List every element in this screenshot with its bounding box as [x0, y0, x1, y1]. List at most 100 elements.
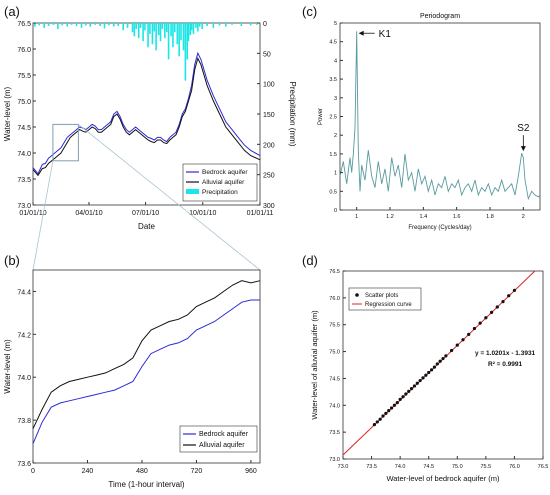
x-tick-label-d: 74.0 [395, 464, 406, 470]
alluvial-line-a [32, 57, 261, 177]
y-tick-label-d: 74.0 [329, 403, 340, 409]
y-tick-label-d: 75.5 [329, 323, 340, 329]
scatter-point [449, 348, 454, 353]
y-tick-label-a: 75.0 [17, 99, 31, 106]
scatter-point [432, 365, 437, 369]
x-axis-label-b: Time (1-hour interval) [108, 480, 185, 489]
x-tick-label-b: 240 [82, 468, 94, 475]
scatter-point [438, 359, 442, 363]
legend-label-regression: Regression curve [365, 302, 412, 308]
panel-d-label: (d) [302, 253, 318, 268]
legend-label-precip-a: Precipitation [202, 189, 238, 196]
legend-label-scatter: Scatter plots [365, 293, 398, 299]
x-tick-label-d: 76.5 [538, 464, 549, 470]
y-tick-label-b: 74.4 [17, 289, 31, 296]
scatter-point [424, 373, 428, 377]
x-tick-label-d: 74.5 [423, 464, 434, 470]
scatter-point [378, 417, 382, 421]
scatter-point [467, 332, 471, 336]
scatter-point [375, 420, 379, 424]
y-tick-label-b: 74.2 [17, 332, 31, 339]
y-tick-label-c: 2 [334, 133, 337, 139]
scatter-point [372, 423, 377, 427]
y-axis-label-d: Water-level of alluvial aquifer (m) [310, 310, 319, 420]
y-tick-label-c: 1.5 [329, 152, 337, 158]
x-tick-label-c: 1.6 [453, 214, 461, 220]
y2-tick-label-a: 300 [263, 203, 275, 210]
y-tick-label-c: 5 [334, 21, 337, 27]
x-tick-label-b: 720 [191, 468, 203, 475]
scatter-point [495, 305, 499, 309]
inset-box-a [52, 123, 79, 162]
scatter-point [401, 395, 405, 399]
y-tick-label-c: 0 [334, 208, 337, 214]
scatter-point [381, 414, 385, 418]
scatter-point [415, 381, 419, 385]
y-axis-label-a: Water-level (m) [3, 86, 12, 141]
scatter-point [418, 378, 422, 383]
legend-label-bedrock-a: Bedrock aquifer [202, 169, 248, 176]
legend-label-alluvial-b: Alluvial aquifer [199, 442, 245, 449]
y-tick-label-d: 73.0 [329, 457, 340, 463]
scatter-point [387, 409, 391, 413]
x-tick-label-a: 01/01/10 [19, 210, 46, 217]
y-tick-label-d: 74.5 [329, 376, 340, 382]
x-axis-label-c: Frequency (Cycles/day) [408, 225, 471, 231]
y-tick-label-c: 3.5 [329, 77, 337, 83]
x-axis-label-a: Date [138, 222, 155, 231]
y-tick-label-d: 75.0 [329, 350, 340, 356]
scatter-point [412, 384, 417, 388]
x-tick-label-c: 2 [522, 214, 525, 220]
legend-label-bedrock-b: Bedrock aquifer [199, 431, 249, 438]
scatter-point [489, 310, 494, 314]
scatter-point [427, 370, 431, 375]
x-tick-label-c: 1.2 [386, 214, 394, 220]
y2-tick-label-a: 250 [263, 173, 275, 180]
legend-b [179, 425, 258, 453]
y-tick-label-b: 73.8 [17, 418, 31, 425]
annotation-s2: S2 [517, 123, 530, 134]
zoom-line-left [32, 160, 54, 271]
scatter-point [435, 362, 439, 366]
periodogram-line [339, 31, 541, 201]
x-tick-label-c: 1.8 [486, 214, 494, 220]
x-tick-label-c: 1.4 [420, 214, 428, 220]
scatter-point [455, 343, 459, 347]
y2-axis-label-a: Precipitation (mm) [288, 82, 297, 147]
y-tick-label-a: 73.5 [17, 177, 31, 184]
k1-arrowhead [358, 30, 364, 36]
scatter-point [429, 368, 434, 372]
panel-b-frame [32, 269, 261, 464]
y2-tick-label-a: 200 [263, 142, 275, 149]
bedrock-line-b [32, 299, 260, 444]
y-tick-label-b: 73.6 [17, 461, 31, 468]
y-tick-label-d: 73.5 [329, 430, 340, 436]
scatter-point [512, 288, 517, 292]
legend-label-alluvial-a: Alluvial aquifer [202, 179, 245, 186]
legend-swatch-precip-a [186, 189, 199, 194]
y-axis-label-c: Power [318, 108, 324, 125]
scatter-point [441, 356, 445, 361]
y-tick-label-c: 2.5 [329, 115, 337, 121]
y-tick-label-a: 75.5 [17, 73, 31, 80]
panel-a-label: (a) [4, 4, 20, 19]
y-tick-label-d: 76.5 [329, 269, 340, 275]
zoom-line-right [78, 124, 261, 271]
x-tick-label-d: 73.0 [338, 464, 349, 470]
x-tick-label-d: 73.5 [366, 464, 377, 470]
x-tick-label-b: 480 [136, 468, 148, 475]
scatter-point [472, 326, 477, 331]
panel-d-frame [342, 270, 544, 460]
scatter-point [384, 411, 388, 415]
scatter-point [389, 406, 394, 410]
bedrock-line-a [32, 51, 261, 175]
x-tick-label-a: 07/01/10 [132, 210, 159, 217]
y-tick-label-c: 0.5 [329, 189, 337, 195]
x-tick-label-c: 1 [355, 214, 358, 220]
scatter-point [398, 397, 402, 401]
y-tick-label-c: 4 [334, 58, 337, 64]
scatter-point [461, 338, 465, 342]
y-tick-label-a: 76.5 [17, 21, 31, 28]
scatter-point [395, 401, 399, 405]
